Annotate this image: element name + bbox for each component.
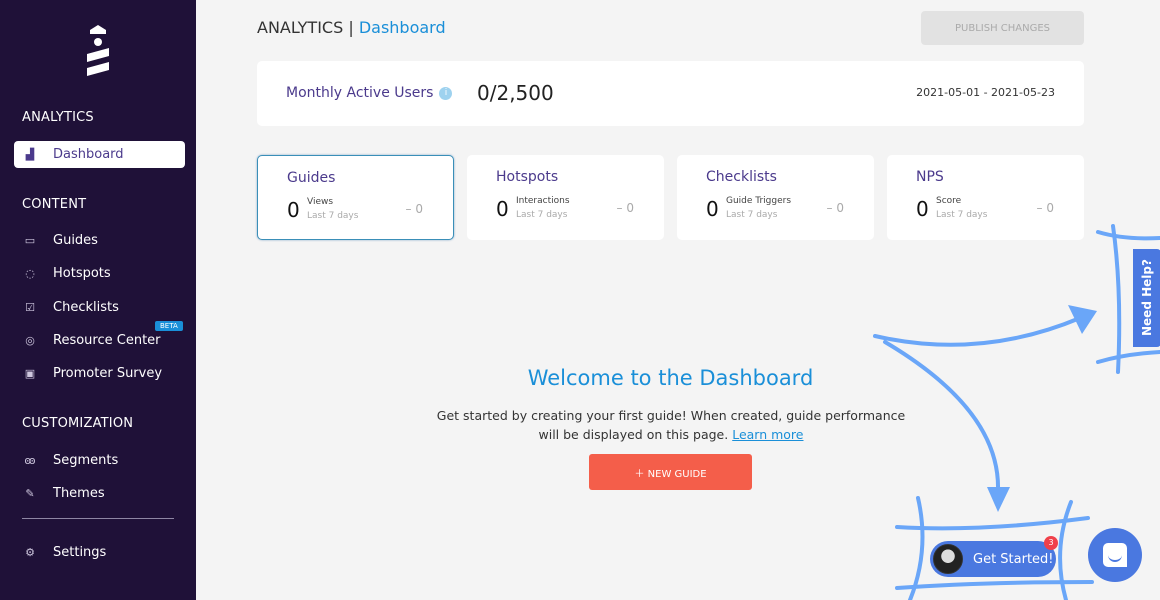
mau-card: Monthly Active Users i 0/2,500 2021-05-01… bbox=[257, 61, 1084, 126]
welcome-description: Get started by creating your first guide… bbox=[436, 408, 906, 442]
mau-value: 0/2,500 bbox=[477, 81, 554, 105]
learn-more-link[interactable]: Learn more bbox=[732, 427, 804, 442]
sidebar-item-checklists[interactable]: ☑ Checklists bbox=[14, 294, 185, 321]
publish-changes-button[interactable]: PUBLISH CHANGES bbox=[921, 11, 1084, 45]
target-icon: ◌ bbox=[25, 267, 35, 280]
lifebuoy-icon: ◎ bbox=[25, 334, 35, 347]
get-started-button[interactable]: Get Started! bbox=[930, 541, 1056, 577]
section-customization: CUSTOMIZATION bbox=[22, 416, 134, 431]
mau-label: Monthly Active Users bbox=[286, 85, 434, 101]
survey-icon: ▣ bbox=[24, 367, 36, 380]
stat-card-checklists[interactable]: Checklists 0 Guide Triggers Last 7 days – 0 bbox=[677, 155, 874, 240]
section-content: CONTENT bbox=[22, 197, 87, 212]
sidebar-item-dashboard[interactable]: ▟ Dashboard bbox=[14, 141, 185, 168]
gear-icon: ⚙ bbox=[25, 546, 35, 559]
brush-icon: ✎ bbox=[25, 487, 35, 500]
bar-chart-icon: ▟ bbox=[25, 148, 35, 161]
info-icon[interactable]: i bbox=[439, 86, 453, 100]
breadcrumb: ANALYTICS | Dashboard bbox=[257, 18, 446, 37]
new-guide-button[interactable]: ＋ NEW GUIDE bbox=[589, 454, 752, 490]
sidebar: ANALYTICS ▟ Dashboard CONTENT ▭ Guides ◌ Ho… bbox=[0, 0, 196, 600]
page-title: Dashboard bbox=[358, 18, 446, 37]
users-icon: ꙭ bbox=[24, 454, 36, 467]
logo bbox=[87, 25, 109, 76]
sidebar-item-hotspots[interactable]: ◌ Hotspots bbox=[14, 260, 185, 287]
stat-card-nps[interactable]: NPS 0 Score Last 7 days – 0 bbox=[887, 155, 1084, 240]
chat-icon bbox=[1103, 543, 1127, 567]
date-range[interactable]: 2021-05-01 - 2021-05-23 bbox=[916, 86, 1055, 99]
need-help-tab[interactable]: Need Help? bbox=[1133, 249, 1160, 347]
stat-card-guides[interactable]: Guides 0 Views Last 7 days – 0 bbox=[257, 155, 454, 240]
avatar bbox=[933, 544, 963, 574]
stat-card-hotspots[interactable]: Hotspots 0 Interactions Last 7 days – 0 bbox=[467, 155, 664, 240]
sidebar-item-guides[interactable]: ▭ Guides bbox=[24, 233, 98, 248]
section-analytics: ANALYTICS bbox=[22, 110, 94, 125]
message-icon: ▭ bbox=[24, 234, 36, 247]
sidebar-item-promoter-survey[interactable]: ▣ Promoter Survey bbox=[24, 366, 163, 381]
sidebar-item-settings[interactable]: ⚙ Settings bbox=[14, 539, 185, 566]
checkbox-icon: ☑ bbox=[25, 301, 35, 314]
chat-launcher-button[interactable] bbox=[1088, 528, 1142, 582]
divider bbox=[22, 518, 174, 519]
beta-badge: BETA bbox=[155, 321, 183, 331]
sidebar-item-segments[interactable]: ꙭ Segments bbox=[24, 453, 119, 468]
sidebar-item-themes[interactable]: ✎ Themes bbox=[14, 480, 185, 507]
notification-badge: 3 bbox=[1044, 536, 1058, 550]
sidebar-item-resource-center[interactable]: ◎ Resource Center bbox=[14, 327, 185, 354]
welcome-title: Welcome to the Dashboard bbox=[527, 366, 814, 390]
